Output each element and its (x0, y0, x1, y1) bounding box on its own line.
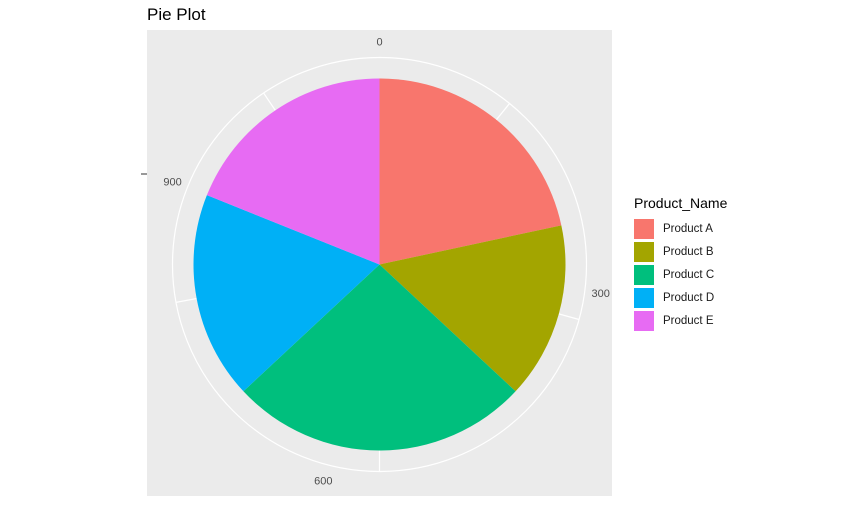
pie-slices (193, 78, 566, 451)
legend-item: Product B (634, 240, 727, 263)
pie-slice-product-b (379, 225, 566, 392)
legend-key (634, 241, 654, 262)
legend-key (634, 264, 654, 285)
theta-tick-label: 600 (314, 475, 332, 487)
theta-tick-label: 900 (163, 176, 181, 188)
legend-item: Product D (634, 286, 727, 309)
legend-label: Product E (663, 314, 714, 327)
chart-title: Pie Plot (147, 5, 206, 24)
theta-ticks: 0 300 600 900 (163, 37, 609, 488)
legend-item: Product A (634, 217, 727, 240)
legend-item: Product C (634, 263, 727, 286)
legend-label: Product B (663, 245, 714, 258)
legend-label: Product A (663, 222, 713, 235)
theta-tick-label: 0 (376, 37, 382, 49)
pie-slice-product-d (193, 195, 380, 392)
legend-items: Product A Product B Product C Product D Prod… (634, 217, 727, 332)
legend-label: Product C (663, 268, 715, 281)
pie-slice-product-c (243, 264, 516, 451)
legend-key (634, 218, 654, 239)
legend-title: Product_Name (634, 195, 728, 211)
pie-slice-product-a (379, 78, 562, 265)
legend-label: Product D (663, 291, 715, 304)
legend-key (634, 310, 654, 331)
pie-slice-product-e (206, 78, 380, 265)
legend-key (634, 287, 654, 308)
legend: Product_Name Product A Product B Product C… (634, 195, 727, 332)
legend-item: Product E (634, 309, 727, 332)
theta-tick-label: 300 (592, 288, 610, 300)
